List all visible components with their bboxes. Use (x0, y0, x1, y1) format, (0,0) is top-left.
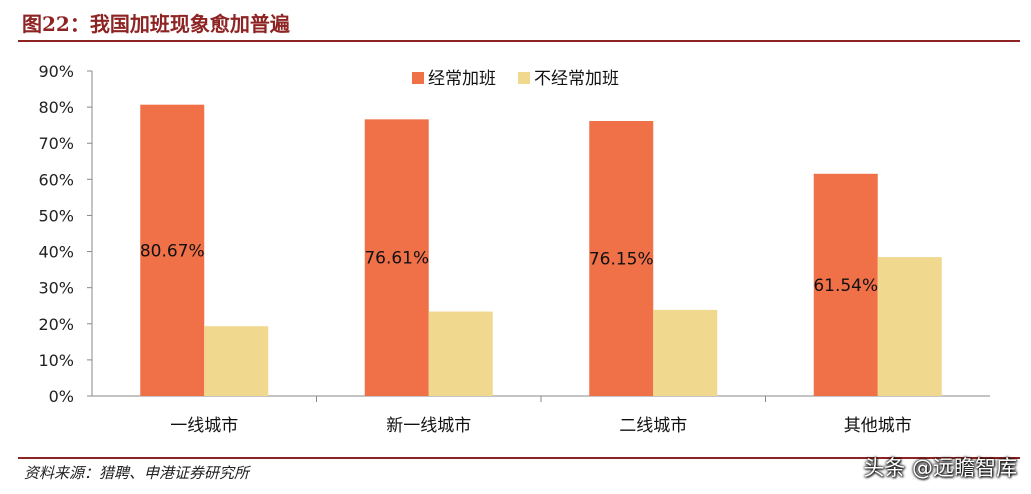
source-note: 资料来源：猎聘、申港证券研究所 (24, 464, 250, 482)
figure-title: 图22：我国加班现象愈加普遍 (22, 12, 290, 36)
chart-labels: 80.67% 一线城市 76.61% 新一线城市 76.15% 二线城市 61.54% 其他城… (140, 241, 912, 436)
bar-1-1 (140, 104, 205, 397)
data-label: 61.54% (813, 276, 878, 296)
bar-2-4 (877, 257, 942, 396)
category-label: 其他城市 (844, 416, 912, 436)
data-label: 76.61% (364, 249, 429, 269)
category-label: 一线城市 (170, 416, 238, 436)
y-tick-label: 10% (38, 351, 74, 370)
legend-label-2: 不经常加班 (534, 69, 619, 89)
y-tick-label: 60% (38, 170, 74, 189)
chart-bars (140, 104, 942, 397)
legend-swatch-2 (518, 72, 530, 84)
data-label: 80.67% (140, 241, 205, 261)
legend-label-1: 经常加班 (428, 69, 496, 89)
data-label: 76.15% (589, 250, 654, 270)
footer-divider (18, 457, 1020, 459)
bar-1-4 (813, 173, 878, 396)
legend-swatch-1 (412, 72, 424, 84)
y-tick-label: 50% (38, 206, 74, 225)
title-divider (18, 40, 1020, 42)
y-tick-label: 20% (38, 315, 74, 334)
y-tick-label: 70% (38, 134, 74, 153)
bar-2-1 (204, 326, 269, 396)
bar-2-2 (428, 311, 493, 396)
bar-1-2 (364, 119, 429, 396)
bar-1-3 (589, 121, 654, 396)
category-label: 二线城市 (619, 416, 687, 436)
y-tick-label: 40% (38, 243, 74, 262)
category-label: 新一线城市 (386, 416, 471, 436)
chart-legend: 经常加班 不经常加班 (412, 69, 619, 89)
bar-2-3 (653, 309, 718, 396)
y-tick-label: 80% (38, 98, 74, 117)
y-tick-label: 0% (49, 387, 74, 406)
watermark: 头条 @远瞻智库 (863, 456, 1017, 480)
y-tick-label: 30% (38, 279, 74, 298)
y-tick-label: 90% (38, 62, 74, 81)
